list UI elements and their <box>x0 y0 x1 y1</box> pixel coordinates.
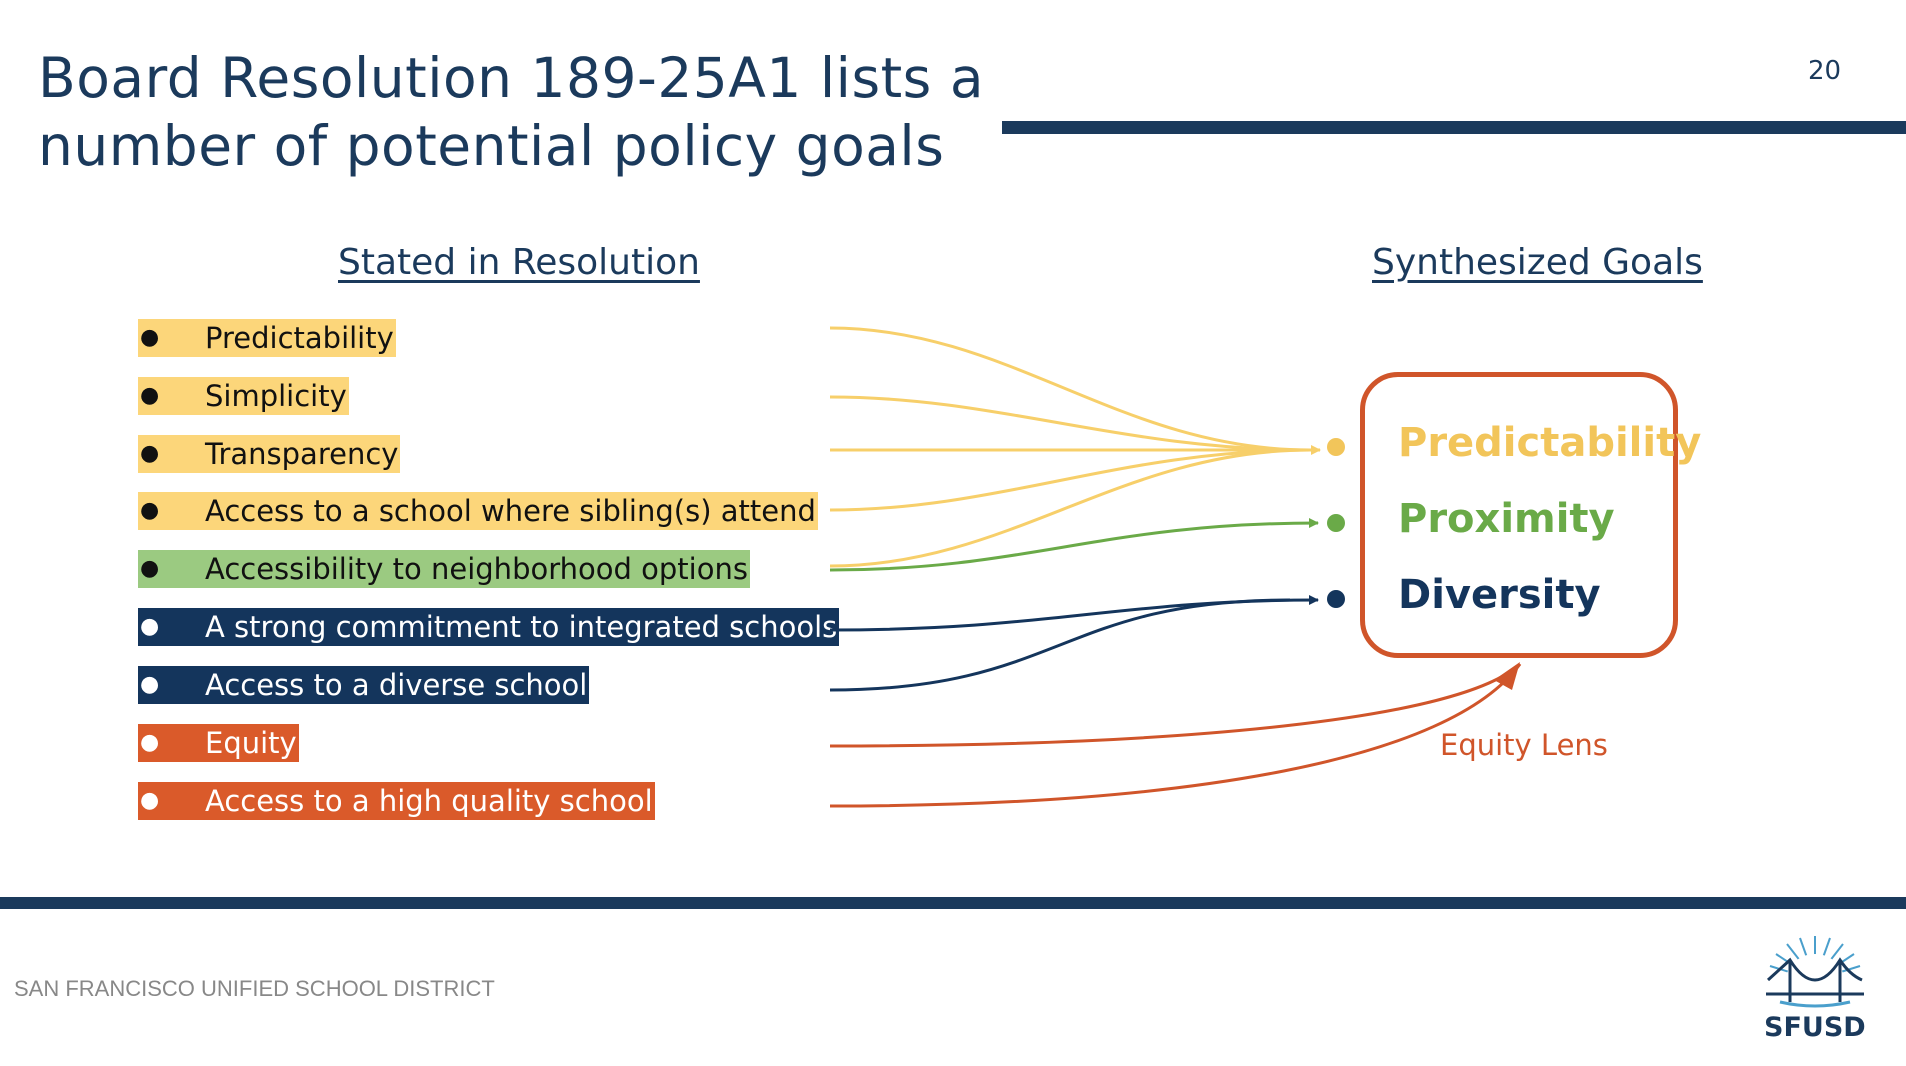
page-number: 20 <box>1808 56 1842 86</box>
logo-text: SFUSD <box>1764 1012 1866 1043</box>
connector-neighborhood <box>829 518 1319 572</box>
slide-title: Board Resolution 189-25A1 lists a number… <box>38 46 985 178</box>
bullet-icon: ● <box>140 556 160 581</box>
title-rule <box>1002 121 1906 134</box>
item-sibling-access: ● Access to a school where sibling(s) att… <box>138 492 818 530</box>
bullet-icon: ● <box>140 325 160 350</box>
goal-diversity: Diversity <box>1398 572 1601 618</box>
bullet-icon: ● <box>140 383 160 408</box>
synthesized-heading: Synthesized Goals <box>1372 242 1703 283</box>
item-label: Predictability <box>205 321 394 355</box>
item-label: Simplicity <box>205 379 347 413</box>
synthesized-goals-box <box>1360 372 1678 658</box>
equity-lens-arrowhead <box>1494 662 1520 690</box>
item-label: Access to a diverse school <box>205 668 588 702</box>
district-name: SAN FRANCISCO UNIFIED SCHOOL DISTRICT <box>14 976 495 1001</box>
stated-heading: Stated in Resolution <box>338 242 700 283</box>
item-transparency: ● Transparency <box>138 435 401 473</box>
item-simplicity: ● Simplicity <box>138 377 349 415</box>
item-label: A strong commitment to integrated school… <box>205 610 838 644</box>
item-label: Access to a school where sibling(s) atte… <box>205 494 816 528</box>
connector-equity <box>829 662 1522 748</box>
bullet-icon: ● <box>140 614 160 639</box>
connector-integrated <box>829 595 1319 632</box>
connector-diverse <box>829 598 1291 692</box>
goal-proximity: Proximity <box>1398 496 1615 542</box>
goal-dot-diversity <box>1327 590 1345 608</box>
item-label: Access to a high quality school <box>205 784 653 818</box>
connector-predictability <box>829 326 1311 452</box>
connector-sibling <box>829 448 1311 512</box>
sfusd-logo-icon <box>1766 936 1864 1014</box>
connector-yellow-from-neighborhood <box>829 448 1311 568</box>
item-equity: ● Equity <box>138 724 299 762</box>
item-label: Equity <box>205 726 297 760</box>
bullet-icon: ● <box>140 672 160 697</box>
bullet-icon: ● <box>140 441 160 466</box>
connector-simplicity <box>829 395 1311 452</box>
equity-lens-label: Equity Lens <box>1440 728 1608 762</box>
footer-rule <box>0 897 1906 909</box>
goal-dot-predictability <box>1327 438 1345 456</box>
item-label: Accessibility to neighborhood options <box>205 552 748 586</box>
item-diverse-school: ● Access to a diverse school <box>138 666 590 704</box>
bullet-icon: ● <box>140 788 160 813</box>
goal-dot-proximity <box>1327 514 1345 532</box>
item-integrated-schools: ● A strong commitment to integrated schoo… <box>138 608 840 646</box>
connector-high-quality <box>829 663 1522 808</box>
item-neighborhood: ● Accessibility to neighborhood options <box>138 550 750 588</box>
goal-predictability: Predictability <box>1398 420 1702 466</box>
bullet-icon: ● <box>140 730 160 755</box>
item-label: Transparency <box>205 437 399 471</box>
item-predictability: ● Predictability <box>138 319 396 357</box>
item-high-quality: ● Access to a high quality school <box>138 782 655 820</box>
bullet-icon: ● <box>140 498 160 523</box>
